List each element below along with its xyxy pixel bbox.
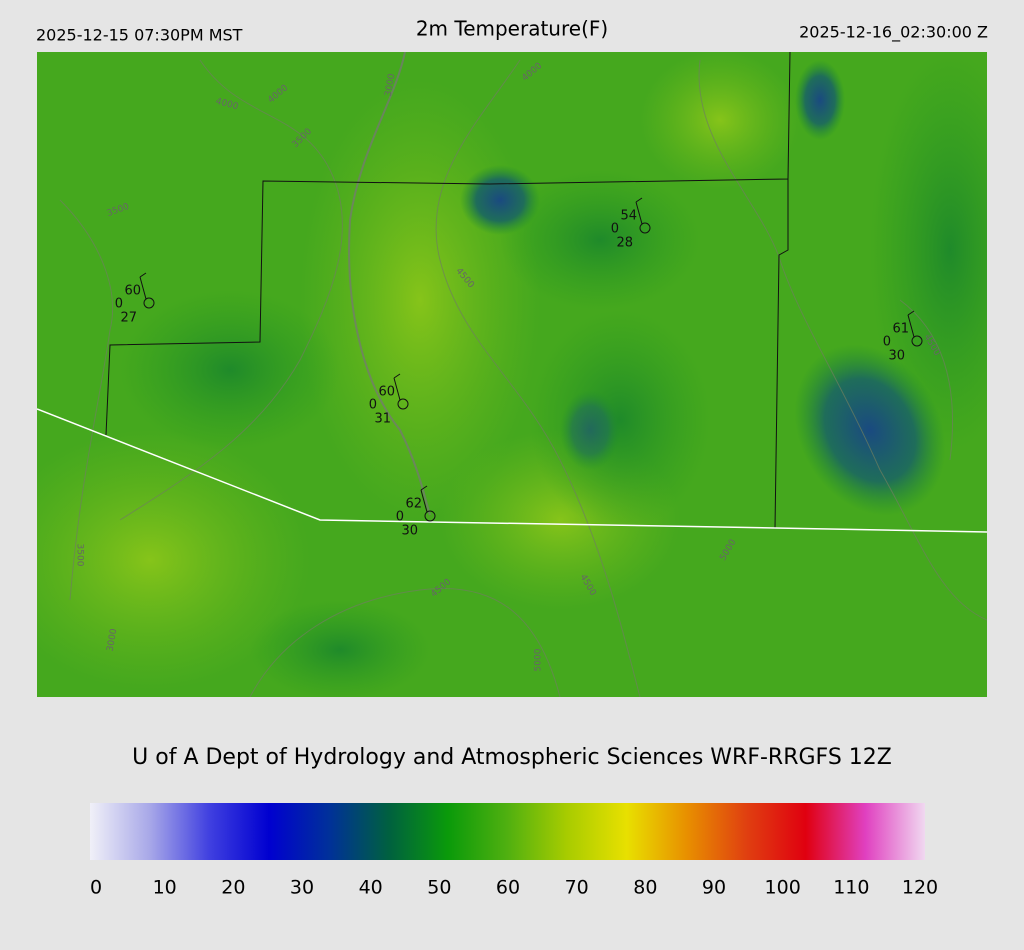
- station-circle: [639, 222, 651, 234]
- station-dewpoint: 31: [374, 412, 391, 427]
- credit: U of A Dept of Hydrology and Atmospheric…: [132, 745, 892, 770]
- station-code: 0: [611, 222, 619, 237]
- station-code: 0: [115, 297, 123, 312]
- station-circle: [397, 398, 409, 410]
- valid-time-local: 2025-12-15 07:30PM MST: [36, 26, 243, 45]
- station-temperature: 54: [620, 209, 637, 224]
- station-circle: [911, 335, 923, 347]
- station-code: 0: [396, 510, 404, 525]
- station-temperature: 62: [405, 497, 422, 512]
- colorbar-tick-label: 50: [427, 877, 451, 899]
- colorbar-tick-label: 70: [565, 877, 589, 899]
- wind-barb: [420, 485, 428, 491]
- station-temperature: 60: [124, 284, 141, 299]
- station-temperature: 60: [378, 385, 395, 400]
- station-circle: [143, 297, 155, 309]
- colorbar-tick-label: 60: [496, 877, 520, 899]
- station-dewpoint: 27: [120, 311, 137, 326]
- contour-label: 5000: [534, 648, 544, 671]
- station-dewpoint: 28: [616, 236, 633, 251]
- colorbar: [90, 803, 925, 860]
- colorbar-tick-label: 110: [833, 877, 869, 899]
- station-dewpoint: 30: [888, 349, 905, 364]
- station-code: 0: [883, 335, 891, 350]
- station-code: 0: [369, 398, 377, 413]
- contour-label: 3500: [75, 544, 85, 567]
- wind-barb: [635, 197, 643, 203]
- station-temperature: 61: [892, 322, 909, 337]
- colorbar-tick-label: 40: [359, 877, 383, 899]
- map-title: 2m Temperature(F): [416, 17, 608, 41]
- colorbar-tick-label: 100: [765, 877, 801, 899]
- colorbar-tick-label: 30: [290, 877, 314, 899]
- station-circle: [424, 510, 436, 522]
- colorbar-tick-label: 20: [221, 877, 245, 899]
- wind-barb: [420, 489, 428, 513]
- colorbar-tick-label: 10: [153, 877, 177, 899]
- wind-barb: [393, 377, 401, 401]
- contour-label: 3000: [384, 73, 398, 98]
- colorbar-tick-label: 120: [902, 877, 938, 899]
- colorbar-tick-label: 90: [702, 877, 726, 899]
- contour-label: 3000: [106, 628, 120, 653]
- wind-barb: [139, 276, 147, 300]
- county-boundaries: [105, 52, 791, 529]
- station-dewpoint: 30: [401, 524, 418, 539]
- wind-barb: [139, 272, 147, 278]
- colorbar-tick-label: 0: [90, 877, 102, 899]
- wind-barb: [907, 314, 915, 338]
- state-boundary: [37, 408, 987, 533]
- wind-barb: [393, 373, 401, 379]
- wind-barb: [635, 201, 643, 225]
- wind-barb: [907, 310, 915, 316]
- map: 4000 400035003000400035004500450035003000…: [37, 52, 987, 697]
- colorbar-tick-label: 80: [633, 877, 657, 899]
- valid-time-utc: 2025-12-16_02:30:00 Z: [799, 23, 988, 43]
